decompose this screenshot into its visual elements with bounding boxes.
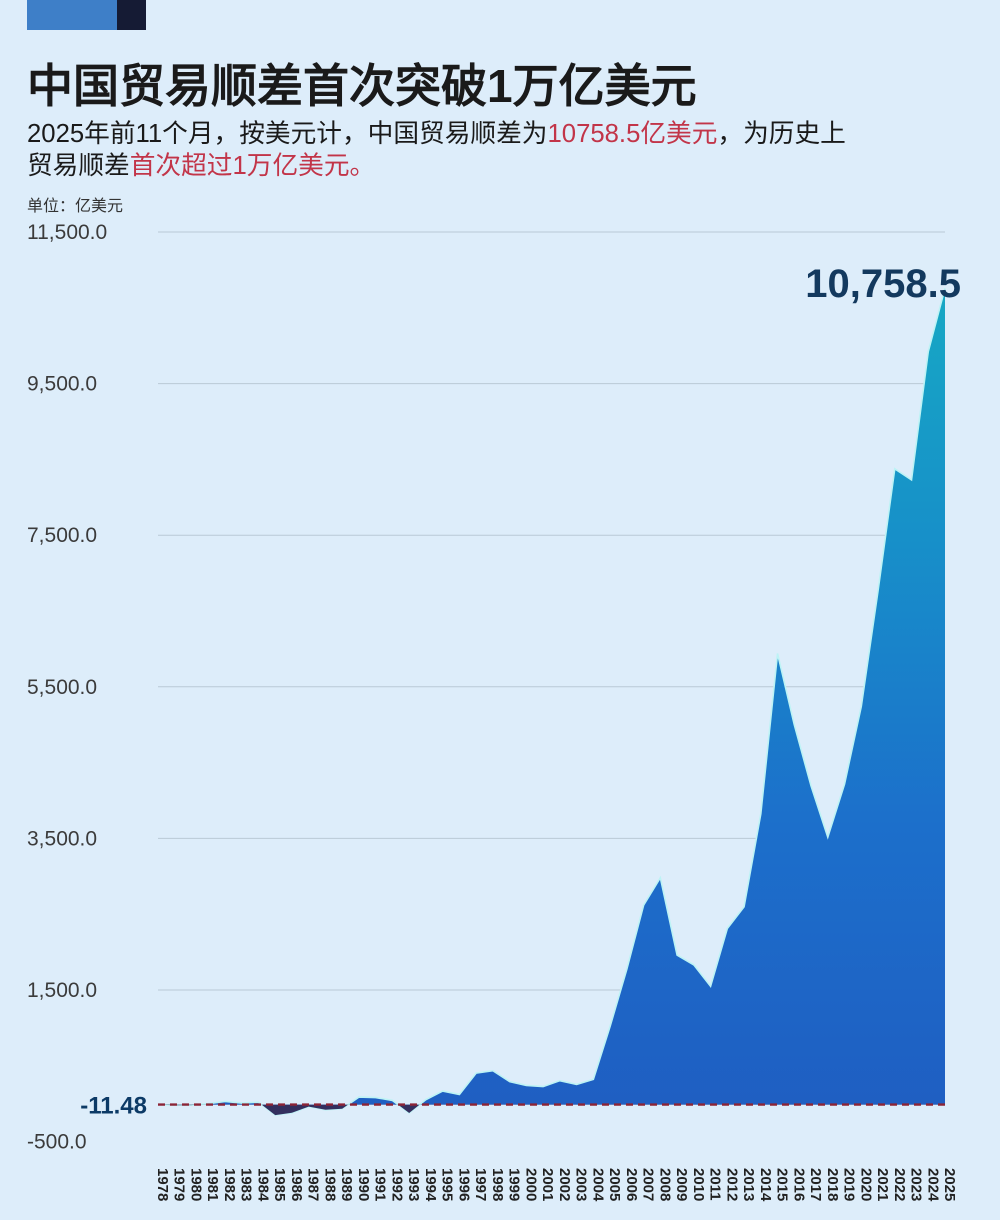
svg-text:2021: 2021: [874, 1168, 891, 1201]
svg-text:2004: 2004: [589, 1168, 606, 1202]
svg-text:1979: 1979: [171, 1168, 188, 1201]
svg-text:2024: 2024: [924, 1168, 941, 1202]
svg-text:1985: 1985: [271, 1168, 288, 1201]
svg-text:2012: 2012: [723, 1168, 740, 1201]
svg-text:-500.0: -500.0: [27, 1131, 87, 1154]
svg-text:10,758.5: 10,758.5: [805, 262, 961, 306]
svg-text:2023: 2023: [908, 1168, 925, 1201]
svg-text:1993: 1993: [405, 1168, 422, 1201]
svg-text:2005: 2005: [606, 1168, 623, 1201]
svg-text:3,500.0: 3,500.0: [27, 827, 97, 850]
svg-text:2000: 2000: [522, 1168, 539, 1201]
svg-text:2018: 2018: [824, 1168, 841, 1201]
svg-text:2016: 2016: [790, 1168, 807, 1201]
svg-text:2009: 2009: [673, 1168, 690, 1201]
svg-text:2014: 2014: [757, 1168, 774, 1202]
svg-text:1992: 1992: [388, 1168, 405, 1201]
svg-text:2003: 2003: [573, 1168, 590, 1201]
svg-text:1990: 1990: [355, 1168, 372, 1201]
svg-text:2002: 2002: [556, 1168, 573, 1201]
svg-text:1980: 1980: [187, 1168, 204, 1201]
svg-text:1987: 1987: [305, 1168, 322, 1201]
svg-text:1996: 1996: [455, 1168, 472, 1201]
svg-text:1989: 1989: [338, 1168, 355, 1201]
svg-text:2010: 2010: [690, 1168, 707, 1201]
svg-text:2022: 2022: [891, 1168, 908, 1201]
svg-text:9,500.0: 9,500.0: [27, 373, 97, 396]
svg-text:1994: 1994: [422, 1168, 439, 1202]
svg-text:2008: 2008: [656, 1168, 673, 1201]
svg-text:2017: 2017: [807, 1168, 824, 1201]
svg-text:1982: 1982: [221, 1168, 238, 1201]
svg-text:2007: 2007: [640, 1168, 657, 1201]
svg-text:1986: 1986: [288, 1168, 305, 1201]
svg-text:2025: 2025: [941, 1168, 958, 1201]
svg-text:2015: 2015: [774, 1168, 791, 1201]
svg-text:2011: 2011: [707, 1168, 724, 1201]
svg-text:1999: 1999: [506, 1168, 523, 1201]
svg-text:2013: 2013: [740, 1168, 757, 1201]
svg-text:2020: 2020: [857, 1168, 874, 1201]
svg-text:1988: 1988: [321, 1168, 338, 1201]
svg-text:1998: 1998: [489, 1168, 506, 1201]
svg-text:1984: 1984: [254, 1168, 271, 1202]
svg-text:11,500.0: 11,500.0: [27, 221, 107, 244]
svg-text:-11.48: -11.48: [80, 1093, 147, 1120]
svg-text:1981: 1981: [204, 1168, 221, 1201]
svg-text:7,500.0: 7,500.0: [27, 524, 97, 547]
svg-text:1978: 1978: [154, 1168, 171, 1201]
svg-text:2019: 2019: [841, 1168, 858, 1201]
svg-text:1995: 1995: [439, 1168, 456, 1201]
svg-text:1991: 1991: [372, 1168, 389, 1201]
svg-text:1997: 1997: [472, 1168, 489, 1201]
svg-text:1,500.0: 1,500.0: [27, 979, 97, 1002]
svg-text:2006: 2006: [623, 1168, 640, 1201]
svg-text:1983: 1983: [238, 1168, 255, 1201]
svg-text:5,500.0: 5,500.0: [27, 676, 97, 699]
svg-text:2001: 2001: [539, 1168, 556, 1201]
